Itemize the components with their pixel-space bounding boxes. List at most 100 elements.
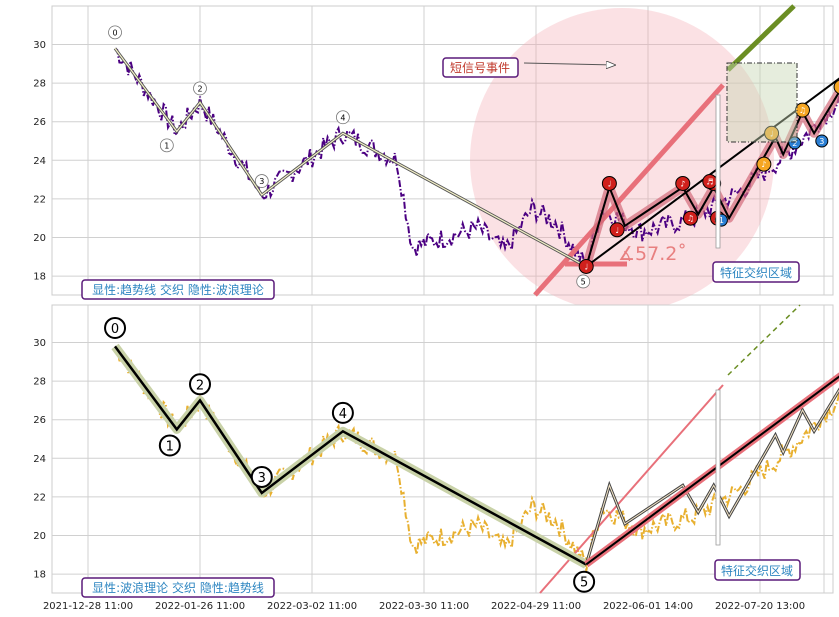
signal-marker-glyph: ♩ (615, 226, 619, 235)
top-y-tick-labels: 18 20 22 24 26 28 30 (33, 40, 46, 283)
impulse-chord (585, 375, 839, 566)
impulse-line (585, 90, 839, 267)
wave-label-circle (573, 570, 596, 593)
wave-label: 0 (112, 28, 117, 37)
event-label: 短信号事件 (450, 61, 510, 75)
impulse-chord (585, 77, 839, 268)
x-tick-label: 2022-07-20 13:00 (715, 601, 805, 612)
y-tick-label: 18 (33, 570, 46, 581)
support-trendline (533, 83, 725, 297)
zone-label-box-top (712, 261, 800, 283)
y-tick-label: 24 (33, 156, 46, 167)
zone-label-top: 特征交织区域 (720, 265, 792, 280)
wave-label-circle (576, 274, 591, 289)
top-price-series (114, 47, 839, 274)
zone-label-bottom: 特征交织区域 (721, 563, 793, 578)
y-tick-label: 30 (33, 40, 46, 51)
y-tick-label: 26 (33, 415, 46, 426)
wave-label: 0 (111, 322, 119, 337)
wave-label: 2 (197, 84, 202, 93)
wave-label-circle (193, 81, 207, 96)
wave-label-circle (104, 316, 127, 339)
signal-marker-glyph: ♩ (607, 179, 611, 188)
signal-marker (682, 210, 698, 226)
zone-pointer (715, 94, 721, 249)
bottom-price-series (114, 345, 839, 572)
y-tick-label: 28 (33, 377, 46, 388)
top-impulse-wave (581, 77, 839, 268)
bottom-panel: 18 20 22 24 26 28 30 0 1 2 3 4 5 特征交织区域 显性:波浪理论 交织 … (33, 304, 839, 612)
top-grid (52, 6, 833, 295)
bottom-grid (52, 305, 833, 593)
angle-label: ∡57.2˚ (618, 243, 687, 265)
signal-marker (788, 136, 802, 150)
legend-text-top: 显性:趋势线 交织 隐性:波浪理论 (92, 282, 264, 297)
signal-marker (756, 156, 772, 172)
zone-pointer-bottom (715, 389, 721, 546)
wave-label: 4 (339, 407, 347, 422)
signal-marker (833, 79, 839, 95)
top-trendlines (533, 4, 796, 297)
signal-marker-glyph: 3 (819, 137, 824, 146)
x-tick-label: 2021-12-28 11:00 (43, 601, 133, 612)
wave-line (113, 345, 587, 566)
signal-marker (794, 102, 810, 118)
wave-label: 2 (196, 378, 204, 393)
impulse-line-inner (585, 389, 839, 565)
projection-trendline (727, 304, 801, 376)
event-arrow (523, 63, 615, 65)
wave-label: 1 (164, 141, 169, 150)
bottom-wave-line (111, 343, 589, 569)
feature-zone-box (726, 62, 798, 143)
top-signal-markers: ♩♩♩♪♫♫♬♬♪♩♫♫♬123 (578, 79, 839, 274)
x-tick-label: 2022-01-26 11:00 (155, 601, 245, 612)
signal-marker (578, 258, 594, 274)
wave-line-inner (114, 48, 587, 268)
y-tick-label: 26 (33, 117, 46, 128)
signal-marker-glyph: ♩ (770, 129, 774, 138)
bottom-y-tick-labels: 18 20 22 24 26 28 30 (33, 338, 46, 581)
signal-marker-glyph: ♬ (706, 178, 713, 187)
bottom-impulse-wave (584, 372, 839, 568)
wave-label-circle (250, 465, 273, 488)
wave-label-circle (158, 434, 181, 457)
y-tick-label: 24 (33, 454, 46, 465)
wave-label-circle (159, 138, 174, 153)
signal-marker-glyph: ♩ (584, 262, 588, 271)
legend-box-bottom (81, 577, 275, 598)
top-wave-labels: 0 1 2 3 4 5 (108, 25, 591, 289)
signal-marker-glyph: 2 (792, 139, 797, 148)
y-tick-label: 20 (33, 531, 46, 542)
zone-label-box-bottom (714, 559, 801, 581)
signal-marker (815, 134, 829, 148)
signal-marker (764, 125, 780, 141)
signal-marker-glyph: ♫ (799, 106, 806, 115)
wave-label: 5 (581, 277, 586, 286)
wave-label: 3 (259, 177, 264, 186)
y-tick-label: 28 (33, 79, 46, 90)
top-wave-line (113, 47, 587, 268)
wave-label-circle (108, 25, 122, 40)
y-tick-label: 30 (33, 338, 46, 349)
x-tick-label: 2022-03-30 11:00 (379, 601, 469, 612)
legend-box-top (81, 279, 275, 300)
x-tick-labels: 2021-12-28 11:00 2022-01-26 11:00 2022-03-… (43, 601, 805, 612)
signal-marker-glyph: ♪ (761, 160, 766, 169)
signal-marker-glyph: ♪ (680, 179, 685, 188)
wave-label-circle (331, 401, 354, 424)
y-tick-label: 20 (33, 233, 46, 244)
emphasis-circle (470, 8, 774, 312)
y-tick-label: 22 (33, 194, 46, 205)
signal-marker-glyph: 1 (719, 216, 724, 225)
signal-marker (609, 222, 625, 238)
x-tick-label: 2022-06-01 14:00 (603, 601, 693, 612)
signal-marker-glyph: ♫ (687, 214, 694, 223)
bottom-wave-labels: 0 1 2 3 4 5 (104, 316, 596, 593)
signal-marker (601, 175, 617, 191)
signal-marker-glyph: ♫ (838, 83, 839, 92)
wave-label: 3 (258, 471, 266, 486)
projection-trendline (726, 4, 796, 72)
y-tick-label: 18 (33, 272, 46, 283)
signal-marker (675, 175, 691, 191)
